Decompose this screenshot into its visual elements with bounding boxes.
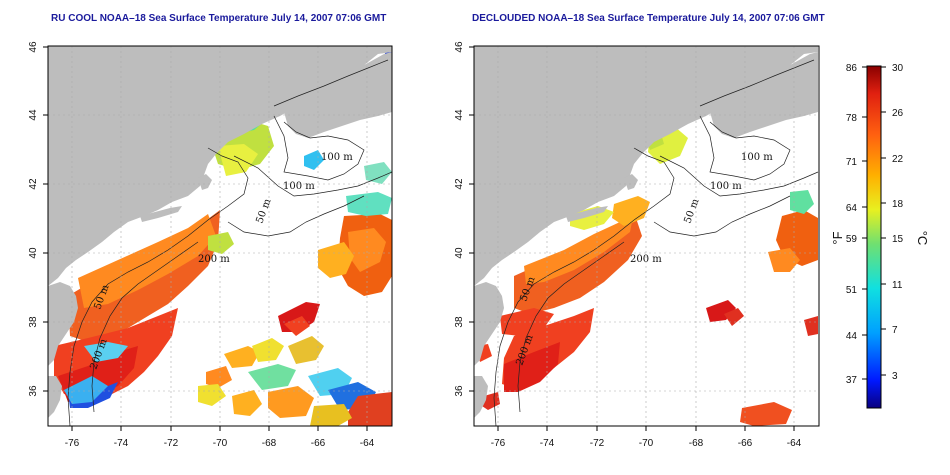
colorbar-celsius-unit: °C [915,231,930,246]
right-lon-tick: -76 [491,438,506,449]
colorbar-fahrenheit-tick: 44 [846,331,858,342]
colorbar-fahrenheit-tick: 86 [846,63,858,74]
right-map-panel: 100 m 100 m 50 m 200 m 50 m 200 m [454,41,820,449]
colorbar-celsius-tick: 26 [892,108,904,119]
left-contour-label-100m-south: 100 m [283,181,315,192]
right-grid [474,46,819,426]
colorbar-celsius-tick: 7 [892,325,898,336]
colorbar-celsius-tick: 11 [892,280,903,291]
right-lon-tick: -70 [639,438,654,449]
colorbar-celsius-tick: 15 [892,234,904,245]
right-contour-label-200m: 200 m [630,254,662,265]
right-lon-tick: -64 [787,438,802,449]
left-lon-tick: -76 [65,438,80,449]
left-lon-tick: -68 [262,438,277,449]
left-lat-tick: 46 [28,41,39,53]
left-map-title: RU COOL NOAA–18 Sea Surface Temperature … [51,13,387,24]
right-lon-tick: -72 [590,438,605,449]
colorbar-fahrenheit-tick: 59 [846,234,858,245]
colorbar-fahrenheit-unit: °F [830,231,845,244]
right-contour-label-100m-south: 100 m [710,181,742,192]
colorbar-celsius-tick: 30 [892,63,904,74]
left-lon-tick: -64 [360,438,375,449]
right-lon-tick: -68 [689,438,704,449]
left-sst-field [48,46,392,426]
left-grid [48,46,392,426]
colorbar-celsius-tick: 3 [892,371,898,382]
colorbar-celsius-tick: 18 [892,199,904,210]
left-bathymetry-contours [67,59,392,426]
right-lat-tick: 42 [454,178,465,190]
right-lat-tick: 40 [454,247,465,259]
left-lon-tick: -66 [311,438,326,449]
colorbar-fahrenheit-tick: 71 [846,157,858,168]
right-lat-tick: 36 [454,385,465,397]
right-axis-ticks [469,46,795,431]
colorbar-fahrenheit-tick: 51 [846,285,858,296]
right-lon-tick: -66 [738,438,753,449]
colorbar-celsius-tick: 22 [892,154,904,165]
right-lat-tick: 46 [454,41,465,53]
right-bathymetry-contours [493,59,819,426]
right-contour-label-100m-north: 100 m [741,152,773,163]
left-map-panel: 100 m 100 m 50 m 200 m 50 m 200 m [28,41,393,449]
left-lon-tick: -70 [213,438,228,449]
right-sst-field [474,98,818,426]
left-lon-tick: -72 [164,438,179,449]
right-lat-tick: 44 [454,109,465,121]
left-lon-tick: -74 [114,438,129,449]
left-lat-tick: 42 [28,178,39,190]
colorbar-fahrenheit-tick: 64 [846,203,858,214]
temperature-colorbar: 86 78 71 64 59 51 44 37 30 26 22 18 15 1… [830,63,930,409]
left-axis-ticks [43,46,368,431]
left-lat-tick: 36 [28,385,39,397]
left-lat-tick: 38 [28,316,39,328]
colorbar-fahrenheit-tick: 37 [846,375,858,386]
right-lon-tick: -74 [540,438,555,449]
right-map-title: DECLOUDED NOAA–18 Sea Surface Temperatur… [472,13,825,24]
left-contour-label-200m: 200 m [198,254,230,265]
left-lat-tick: 44 [28,109,39,121]
right-lat-tick: 38 [454,316,465,328]
colorbar-fahrenheit-tick: 78 [846,113,858,124]
left-lat-tick: 40 [28,247,39,259]
left-contour-label-100m-north: 100 m [321,152,353,163]
